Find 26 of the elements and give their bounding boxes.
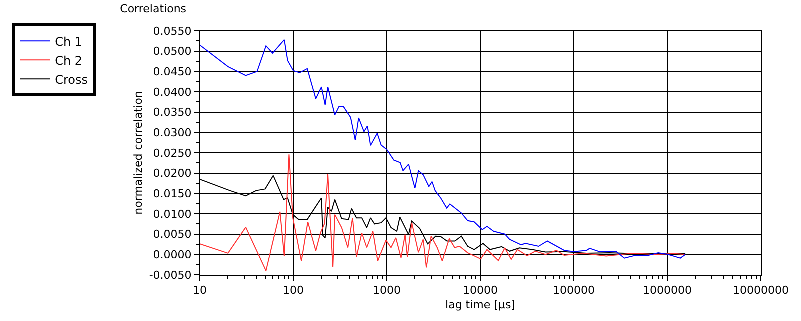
- x-tick-label: 1000: [373, 284, 401, 298]
- y-tick-label: 0.0550: [153, 24, 192, 38]
- y-tick-label: 0.0150: [153, 188, 192, 201]
- y-tick-label: 0.0250: [153, 146, 192, 160]
- y-tick-label: 0.0300: [153, 126, 192, 140]
- y-tick-label: 0.0100: [153, 208, 192, 221]
- y-tick-label: 0.0400: [153, 86, 192, 99]
- y-axis-title: normalized correlation: [132, 91, 145, 215]
- legend-label: Ch 1: [55, 34, 83, 49]
- x-tick-label: 10000000: [733, 284, 789, 298]
- y-tick-label: 0.0200: [153, 167, 192, 180]
- x-axis-title: lag time [µs]: [446, 298, 516, 312]
- x-tick-label: 100000: [553, 284, 595, 298]
- y-tick-label: -0.0050: [149, 268, 192, 282]
- y-tick-label: 0.0500: [153, 45, 192, 58]
- y-tick-label: 0.0450: [153, 66, 192, 79]
- x-tick-label: 100: [283, 284, 304, 298]
- legend-label: Ch 2: [55, 54, 83, 68]
- y-tick-label: 0.0050: [153, 228, 192, 242]
- legend-label: Cross: [55, 72, 88, 87]
- y-tick-label: 0.0000: [153, 248, 192, 262]
- chart-title: Correlations: [120, 2, 187, 16]
- x-tick-label: 1000000: [643, 284, 692, 298]
- y-tick-label: 0.0350: [153, 106, 192, 120]
- x-tick-label: 10000: [463, 284, 498, 298]
- x-tick-label: 10: [193, 284, 207, 298]
